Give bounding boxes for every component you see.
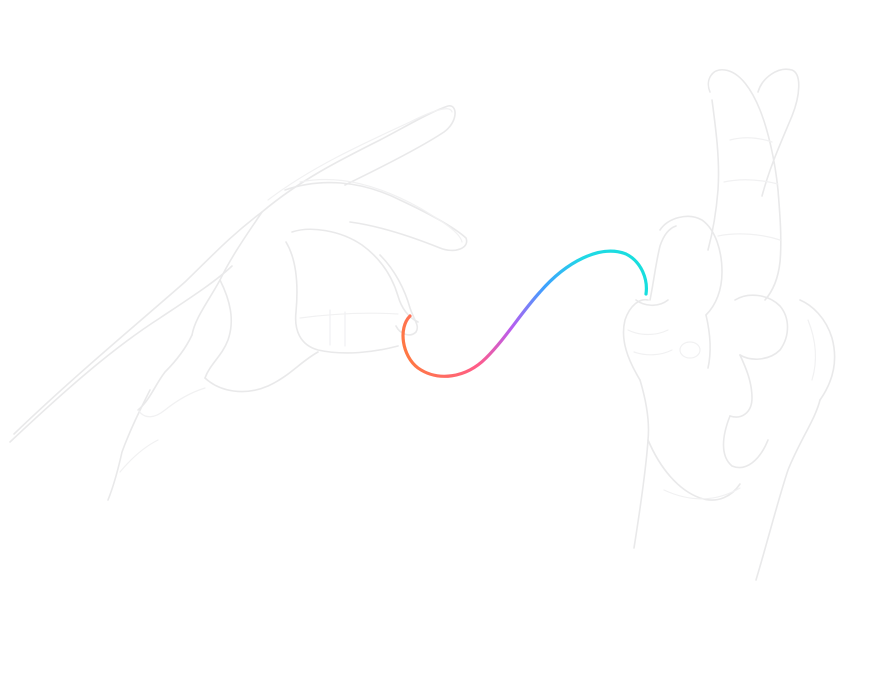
left-hand — [10, 106, 467, 500]
rainbow-thread — [403, 251, 646, 376]
right-hand — [623, 69, 834, 580]
